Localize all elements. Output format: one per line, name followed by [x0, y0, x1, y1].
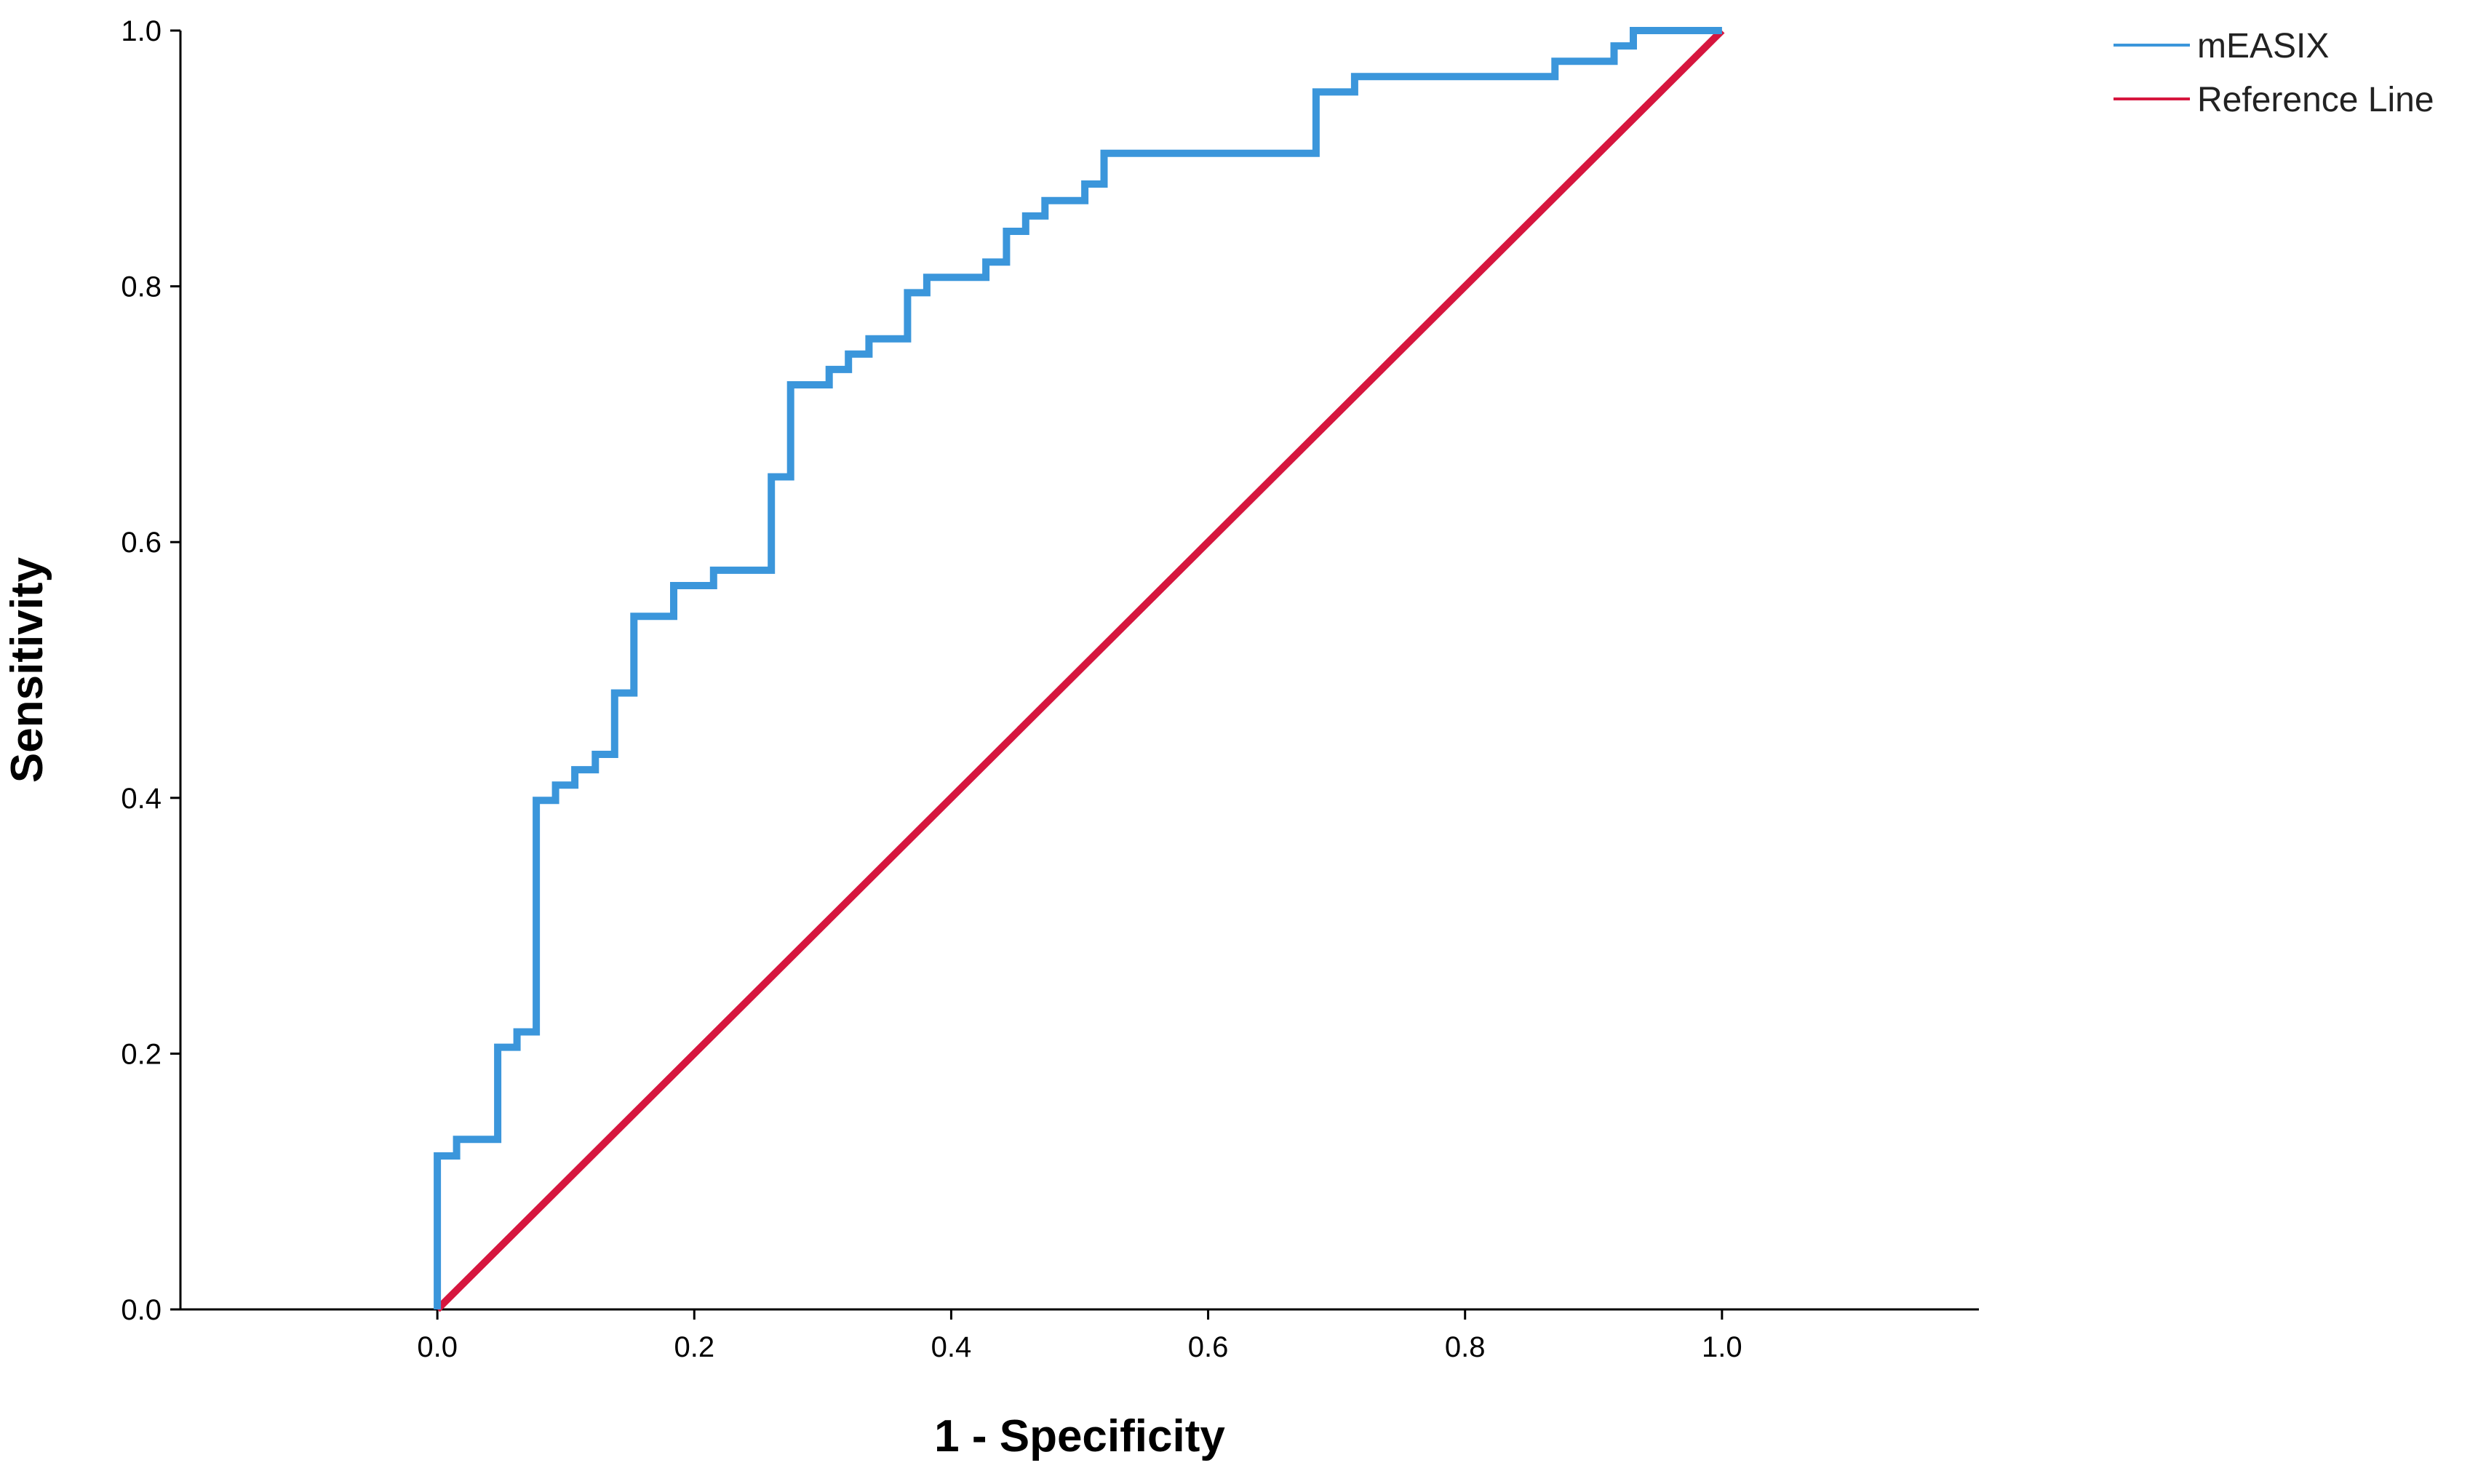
x-tick-label: 0.6	[1188, 1331, 1229, 1363]
x-axis-ticks: 0.0 0.2 0.4 0.6 0.8 1.0	[417, 1309, 1742, 1363]
y-tick-label: 0.2	[121, 1038, 162, 1070]
y-tick-label: 0.8	[121, 271, 162, 303]
legend-label: Reference Line	[2197, 81, 2434, 119]
y-tick-label: 0.6	[121, 527, 162, 559]
y-axis-ticks: 0.0 0.2 0.4 0.6 0.8 1.0	[121, 15, 180, 1326]
y-tick-label: 1.0	[121, 15, 162, 47]
axes	[179, 31, 1979, 1311]
y-tick-label: 0.4	[121, 783, 162, 815]
series-line-measix	[434, 27, 1722, 1309]
series-line-reference-line	[434, 28, 1725, 1312]
x-tick-label: 0.4	[931, 1331, 972, 1363]
x-tick-label: 0.0	[417, 1331, 458, 1363]
y-tick-label: 0.0	[121, 1294, 162, 1326]
x-tick-label: 1.0	[1702, 1331, 1742, 1363]
x-axis-title: 1 - Specificity	[934, 1411, 1225, 1461]
x-tick-label: 0.8	[1445, 1331, 1486, 1363]
y-axis-title: Sensitivity	[2, 556, 52, 783]
x-tick-label: 0.2	[674, 1331, 714, 1363]
legend: mEASIX Reference Line	[2114, 27, 2434, 119]
series-layer	[434, 27, 1725, 1312]
legend-label: mEASIX	[2197, 27, 2329, 65]
